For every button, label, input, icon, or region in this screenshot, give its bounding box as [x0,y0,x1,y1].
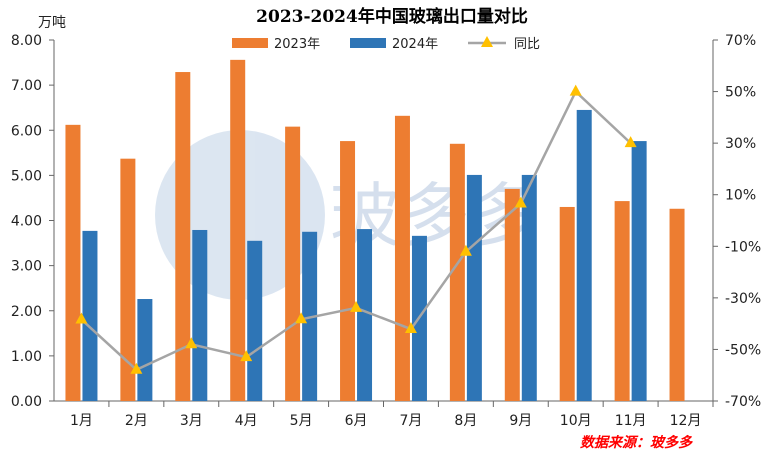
y2-tick-label: 30% [725,136,756,152]
legend-swatch-2023 [232,38,268,48]
chart-title: 2023-2024年中国玻璃出口量对比 [256,6,528,27]
bar-2023 [614,201,630,401]
bar-2023 [65,124,81,402]
yoy-marker [130,362,143,374]
x-tick-label: 7月 [399,413,422,429]
y-tick-label: 6.00 [11,123,42,139]
yoy-marker [75,312,88,324]
yoy-marker [350,300,363,312]
y2-tick-label: 10% [725,188,756,204]
bar-2023 [120,158,136,401]
bar-2023 [449,143,465,401]
bar-2023 [669,208,685,401]
bar-2024 [466,174,482,401]
y2-tick-label: -70% [725,394,761,410]
bar-2023 [285,126,301,401]
bar-2023 [340,141,356,401]
bar-2024 [576,109,592,401]
y-tick-label: 3.00 [11,259,42,275]
yoy-marker [624,136,637,148]
x-tick-label: 8月 [454,413,477,429]
x-tick-label: 4月 [235,413,258,429]
x-tick-label: 12月 [670,413,702,429]
y-tick-label: 1.00 [11,349,42,365]
yoy-marker [404,322,417,334]
y-tick-label: 0.00 [11,394,42,410]
yoy-marker [240,350,253,362]
bar-2024 [137,299,153,401]
y-tick-label: 2.00 [11,304,42,320]
yoy-marker [459,244,472,256]
y-tick-label: 4.00 [11,214,42,230]
bar-2024 [631,141,647,401]
bar-2024 [357,229,373,401]
x-tick-label: 10月 [560,413,592,429]
bar-2023 [394,115,410,401]
y2-tick-label: 70% [725,33,756,49]
y-tick-label: 8.00 [11,33,42,49]
yoy-marker [295,312,308,324]
yoy-marker [569,84,582,96]
bar-2023 [175,72,191,401]
y2-tick-label: 50% [725,85,756,101]
yoy-marker [185,337,198,349]
x-tick-label: 3月 [180,413,203,429]
x-tick-label: 1月 [70,413,93,429]
bar-2024 [192,229,208,401]
x-tick-label: 6月 [345,413,368,429]
legend: 2023年 2024年 同比 [232,36,540,52]
yoy-marker [514,196,527,208]
legend-label-yoy: 同比 [514,37,540,52]
legend-label-2023: 2023年 [274,37,320,52]
x-tick-label: 5月 [290,413,313,429]
bar-2024 [82,230,98,401]
bar-2023 [559,206,575,401]
x-tick-label: 11月 [615,413,647,429]
legend-label-2024: 2024年 [392,37,438,52]
data-source-note: 数据来源：玻多多 [580,434,693,451]
x-tick-label: 9月 [509,413,532,429]
y2-tick-label: -50% [725,342,761,358]
x-tick-label: 2月 [125,413,148,429]
y2-tick-label: -10% [725,239,761,255]
y-tick-label: 5.00 [11,168,42,184]
bar-2023 [504,188,520,401]
bar-2024 [247,240,263,401]
y-axis-unit-label: 万吨 [38,15,66,31]
y2-tick-label: -30% [725,291,761,307]
legend-swatch-2024 [350,38,386,48]
bar-2024 [521,174,537,401]
legend-marker-yoy [481,36,493,47]
y-tick-label: 7.00 [11,78,42,94]
bar-2023 [230,59,246,401]
